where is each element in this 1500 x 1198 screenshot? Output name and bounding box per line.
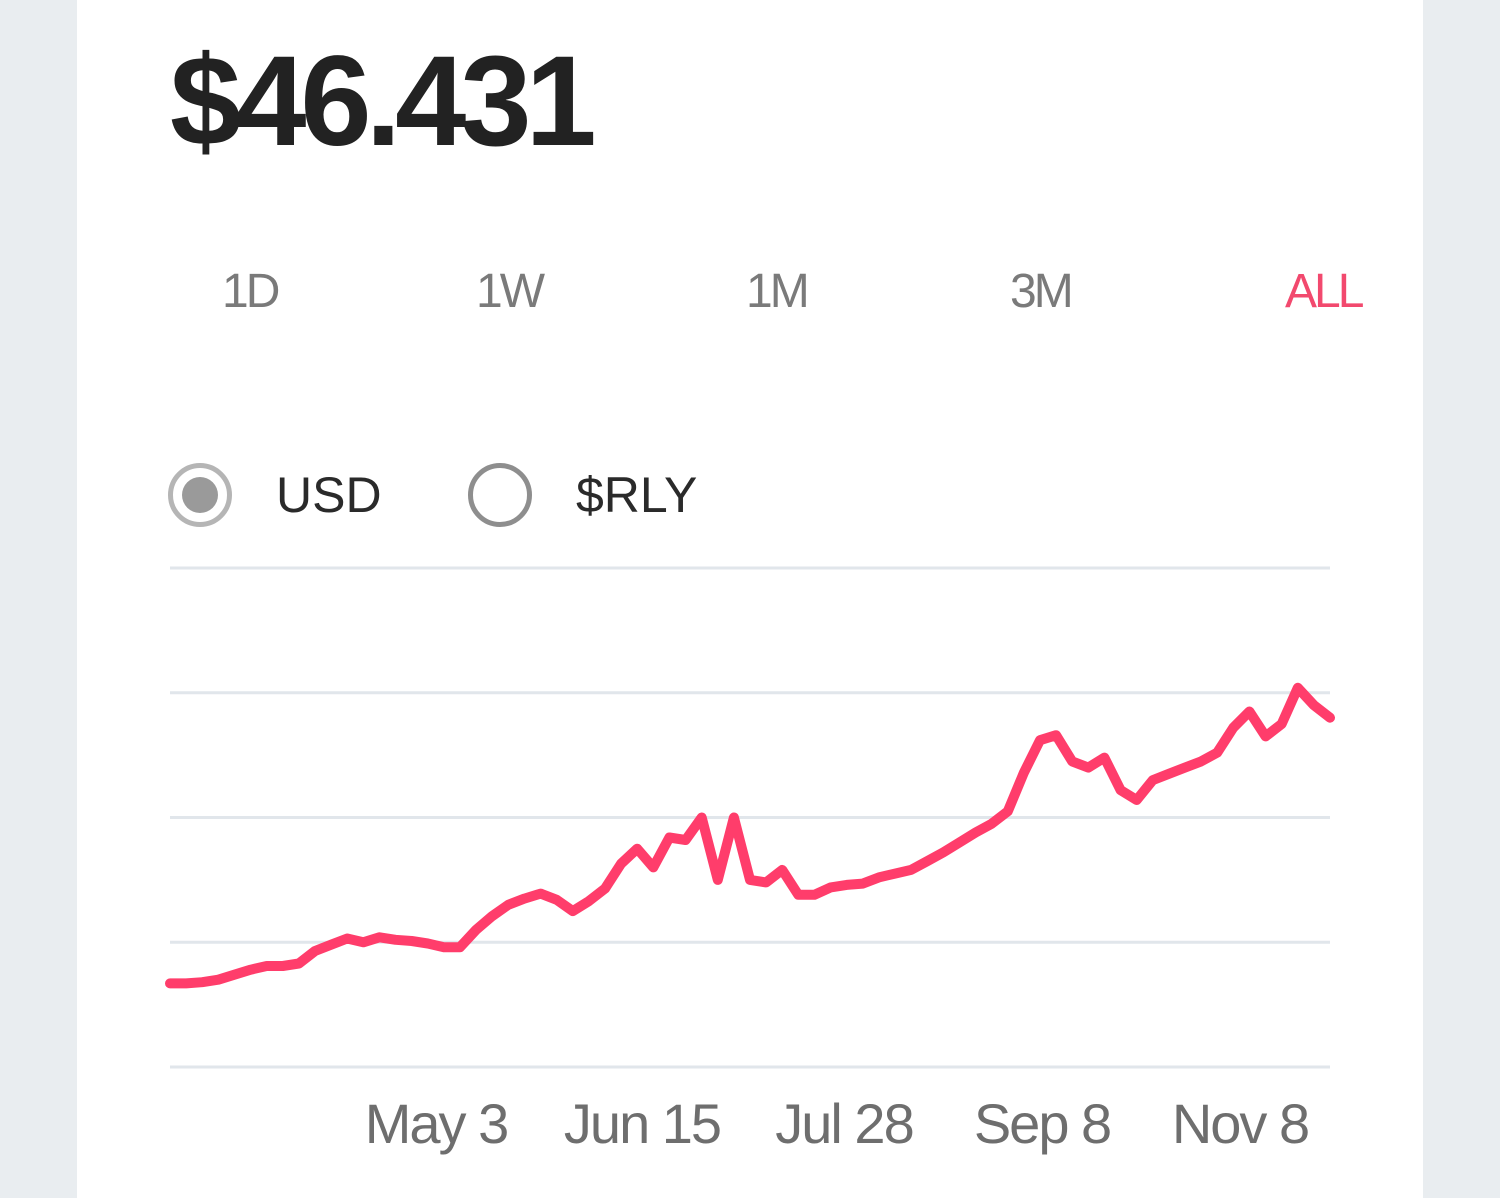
currency-option-usd[interactable]: USD [168,455,382,535]
range-tab-1m[interactable]: 1M [746,265,810,318]
range-tab-1d[interactable]: 1D [222,265,280,318]
x-tick-label: Jul 28 [775,1092,912,1155]
wallet-card [77,0,1423,1198]
radio-button-rly[interactable] [468,463,532,527]
balance-value: $46.431 [170,30,597,173]
time-range-selector: 1D 1W 1M 3M ALL [0,262,1500,332]
range-tab-3m[interactable]: 3M [1010,265,1074,318]
radio-selected-dot [182,477,218,513]
x-tick-label: May 3 [365,1092,508,1155]
range-tab-all[interactable]: ALL [1285,265,1364,318]
price-line [165,682,1335,989]
x-tick-label: Sep 8 [974,1092,1110,1155]
x-tick-label: Nov 8 [1172,1092,1308,1155]
currency-label-usd: USD [276,467,382,523]
range-tab-1w[interactable]: 1W [476,265,545,318]
currency-label-rly: $RLY [576,467,698,523]
radio-button-usd[interactable] [168,463,232,527]
currency-option-rly[interactable]: $RLY [468,455,697,535]
x-tick-label: Jun 15 [564,1092,720,1155]
